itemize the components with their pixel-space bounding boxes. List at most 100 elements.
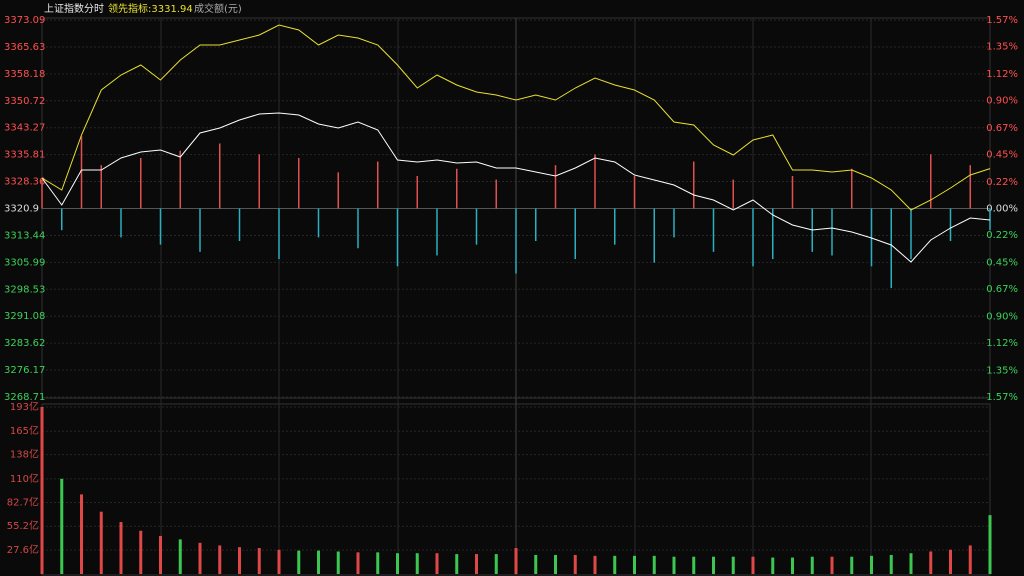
signal-bar bbox=[416, 175, 418, 209]
y2-tick-label: 0.67% bbox=[986, 284, 1018, 295]
signal-bar bbox=[614, 208, 616, 245]
volume-bar bbox=[534, 554, 538, 574]
signal-bar bbox=[693, 161, 695, 209]
volume-bar bbox=[810, 556, 814, 574]
period: 分时 bbox=[84, 3, 104, 15]
y-tick-label: 3283.62 bbox=[4, 338, 45, 349]
volume-bar bbox=[119, 522, 123, 574]
y-tick-label: 3305.99 bbox=[4, 257, 45, 268]
volume-bar bbox=[712, 556, 715, 574]
signal-bar bbox=[377, 161, 379, 209]
y-tick-label: 27.6亿 bbox=[7, 543, 39, 556]
volume-bar bbox=[317, 550, 320, 574]
volume-bar bbox=[672, 556, 676, 574]
signal-bar bbox=[396, 208, 399, 267]
volume-bar bbox=[297, 550, 301, 574]
volume-bar bbox=[257, 548, 261, 574]
volume-bar bbox=[198, 542, 202, 574]
signal-bar bbox=[535, 208, 537, 242]
y2-tick-label: 0.22% bbox=[986, 230, 1018, 241]
volume-bar bbox=[40, 407, 44, 574]
volume-bar bbox=[949, 549, 952, 574]
y-tick-label: 110亿 bbox=[10, 472, 39, 485]
volume-bar bbox=[336, 551, 340, 574]
signal-bar bbox=[61, 208, 63, 231]
y-tick-label: 165亿 bbox=[10, 424, 39, 437]
y2-tick-label: 1.57% bbox=[986, 15, 1018, 26]
y-tick-label: 3343.27 bbox=[4, 123, 45, 134]
signal-bar bbox=[238, 208, 241, 242]
y2-tick-label: 1.12% bbox=[986, 69, 1018, 80]
signal-bar bbox=[712, 208, 715, 252]
signal-bar bbox=[851, 168, 853, 209]
signal-bar bbox=[120, 208, 122, 238]
signal-bar bbox=[337, 172, 339, 209]
y-tick-label: 3291.08 bbox=[4, 311, 45, 322]
signal-bar bbox=[653, 208, 655, 263]
signal-bar bbox=[910, 208, 912, 260]
signal-bar bbox=[219, 143, 221, 209]
signal-bar bbox=[673, 208, 675, 238]
signal-bar bbox=[732, 179, 734, 209]
signal-bar bbox=[772, 208, 774, 260]
volume-bar bbox=[731, 556, 735, 574]
signal-bar bbox=[989, 208, 991, 231]
signal-bar bbox=[969, 165, 971, 209]
price-line bbox=[41, 112, 991, 263]
y-tick-label: 3358.18 bbox=[4, 69, 45, 80]
y-tick-label: 82.7亿 bbox=[7, 495, 39, 508]
volume-bar bbox=[99, 511, 103, 574]
signal-bar bbox=[298, 157, 300, 209]
volume-bar bbox=[652, 555, 656, 574]
y-tick-label: 3268.71 bbox=[4, 392, 45, 403]
volume-bar bbox=[830, 556, 834, 574]
y-tick-label: 3320.9 bbox=[4, 204, 39, 215]
signal-bar bbox=[495, 179, 497, 209]
signal-bar bbox=[791, 175, 794, 209]
y-tick-label: 3276.17 bbox=[4, 365, 45, 376]
volume-bar bbox=[218, 545, 222, 574]
index-name: 上证指数 bbox=[44, 2, 84, 15]
volume-bar bbox=[159, 535, 162, 574]
signal-bar bbox=[317, 208, 320, 238]
volume-bar bbox=[771, 557, 775, 574]
volume-title: 成交额(元) bbox=[194, 2, 242, 15]
frame bbox=[41, 17, 991, 576]
volume-bar bbox=[633, 555, 636, 574]
volume-bar bbox=[238, 547, 241, 574]
signal-bar bbox=[436, 208, 438, 256]
volume-bar bbox=[889, 554, 893, 574]
volume-bar bbox=[573, 554, 577, 574]
signal-bar bbox=[278, 208, 280, 260]
y2-tick-label: 0.22% bbox=[986, 177, 1018, 188]
volume-bar bbox=[139, 530, 143, 574]
volume-bar bbox=[455, 554, 459, 574]
signal-bar bbox=[515, 208, 517, 274]
volume-bar bbox=[376, 552, 380, 574]
signal-bar bbox=[633, 175, 636, 209]
signal-bar bbox=[159, 208, 162, 245]
volume-bar bbox=[475, 554, 478, 574]
signal-bar bbox=[456, 168, 458, 209]
volume-bar bbox=[850, 556, 854, 574]
volume-bar bbox=[514, 548, 518, 574]
volume-bar bbox=[356, 552, 360, 574]
volume-bar bbox=[968, 545, 972, 574]
volume-bar bbox=[178, 539, 182, 574]
volume-bar bbox=[80, 494, 83, 574]
signal-bar bbox=[574, 208, 576, 260]
signal-bar bbox=[554, 165, 557, 209]
volume-bar bbox=[60, 478, 64, 574]
y2-tick-label: 1.35% bbox=[986, 366, 1018, 377]
volume-bar bbox=[988, 515, 992, 574]
volume-bar bbox=[909, 553, 913, 574]
signal-bar bbox=[949, 208, 952, 242]
y2-tick-label: 0.45% bbox=[986, 149, 1018, 160]
y-tick-label: 3335.81 bbox=[4, 150, 45, 161]
y-tick-label: 3350.72 bbox=[4, 96, 45, 107]
price-line bbox=[41, 24, 991, 211]
y-tick-label: 3328.36 bbox=[4, 177, 45, 188]
y-tick-label: 3313.44 bbox=[4, 230, 45, 241]
